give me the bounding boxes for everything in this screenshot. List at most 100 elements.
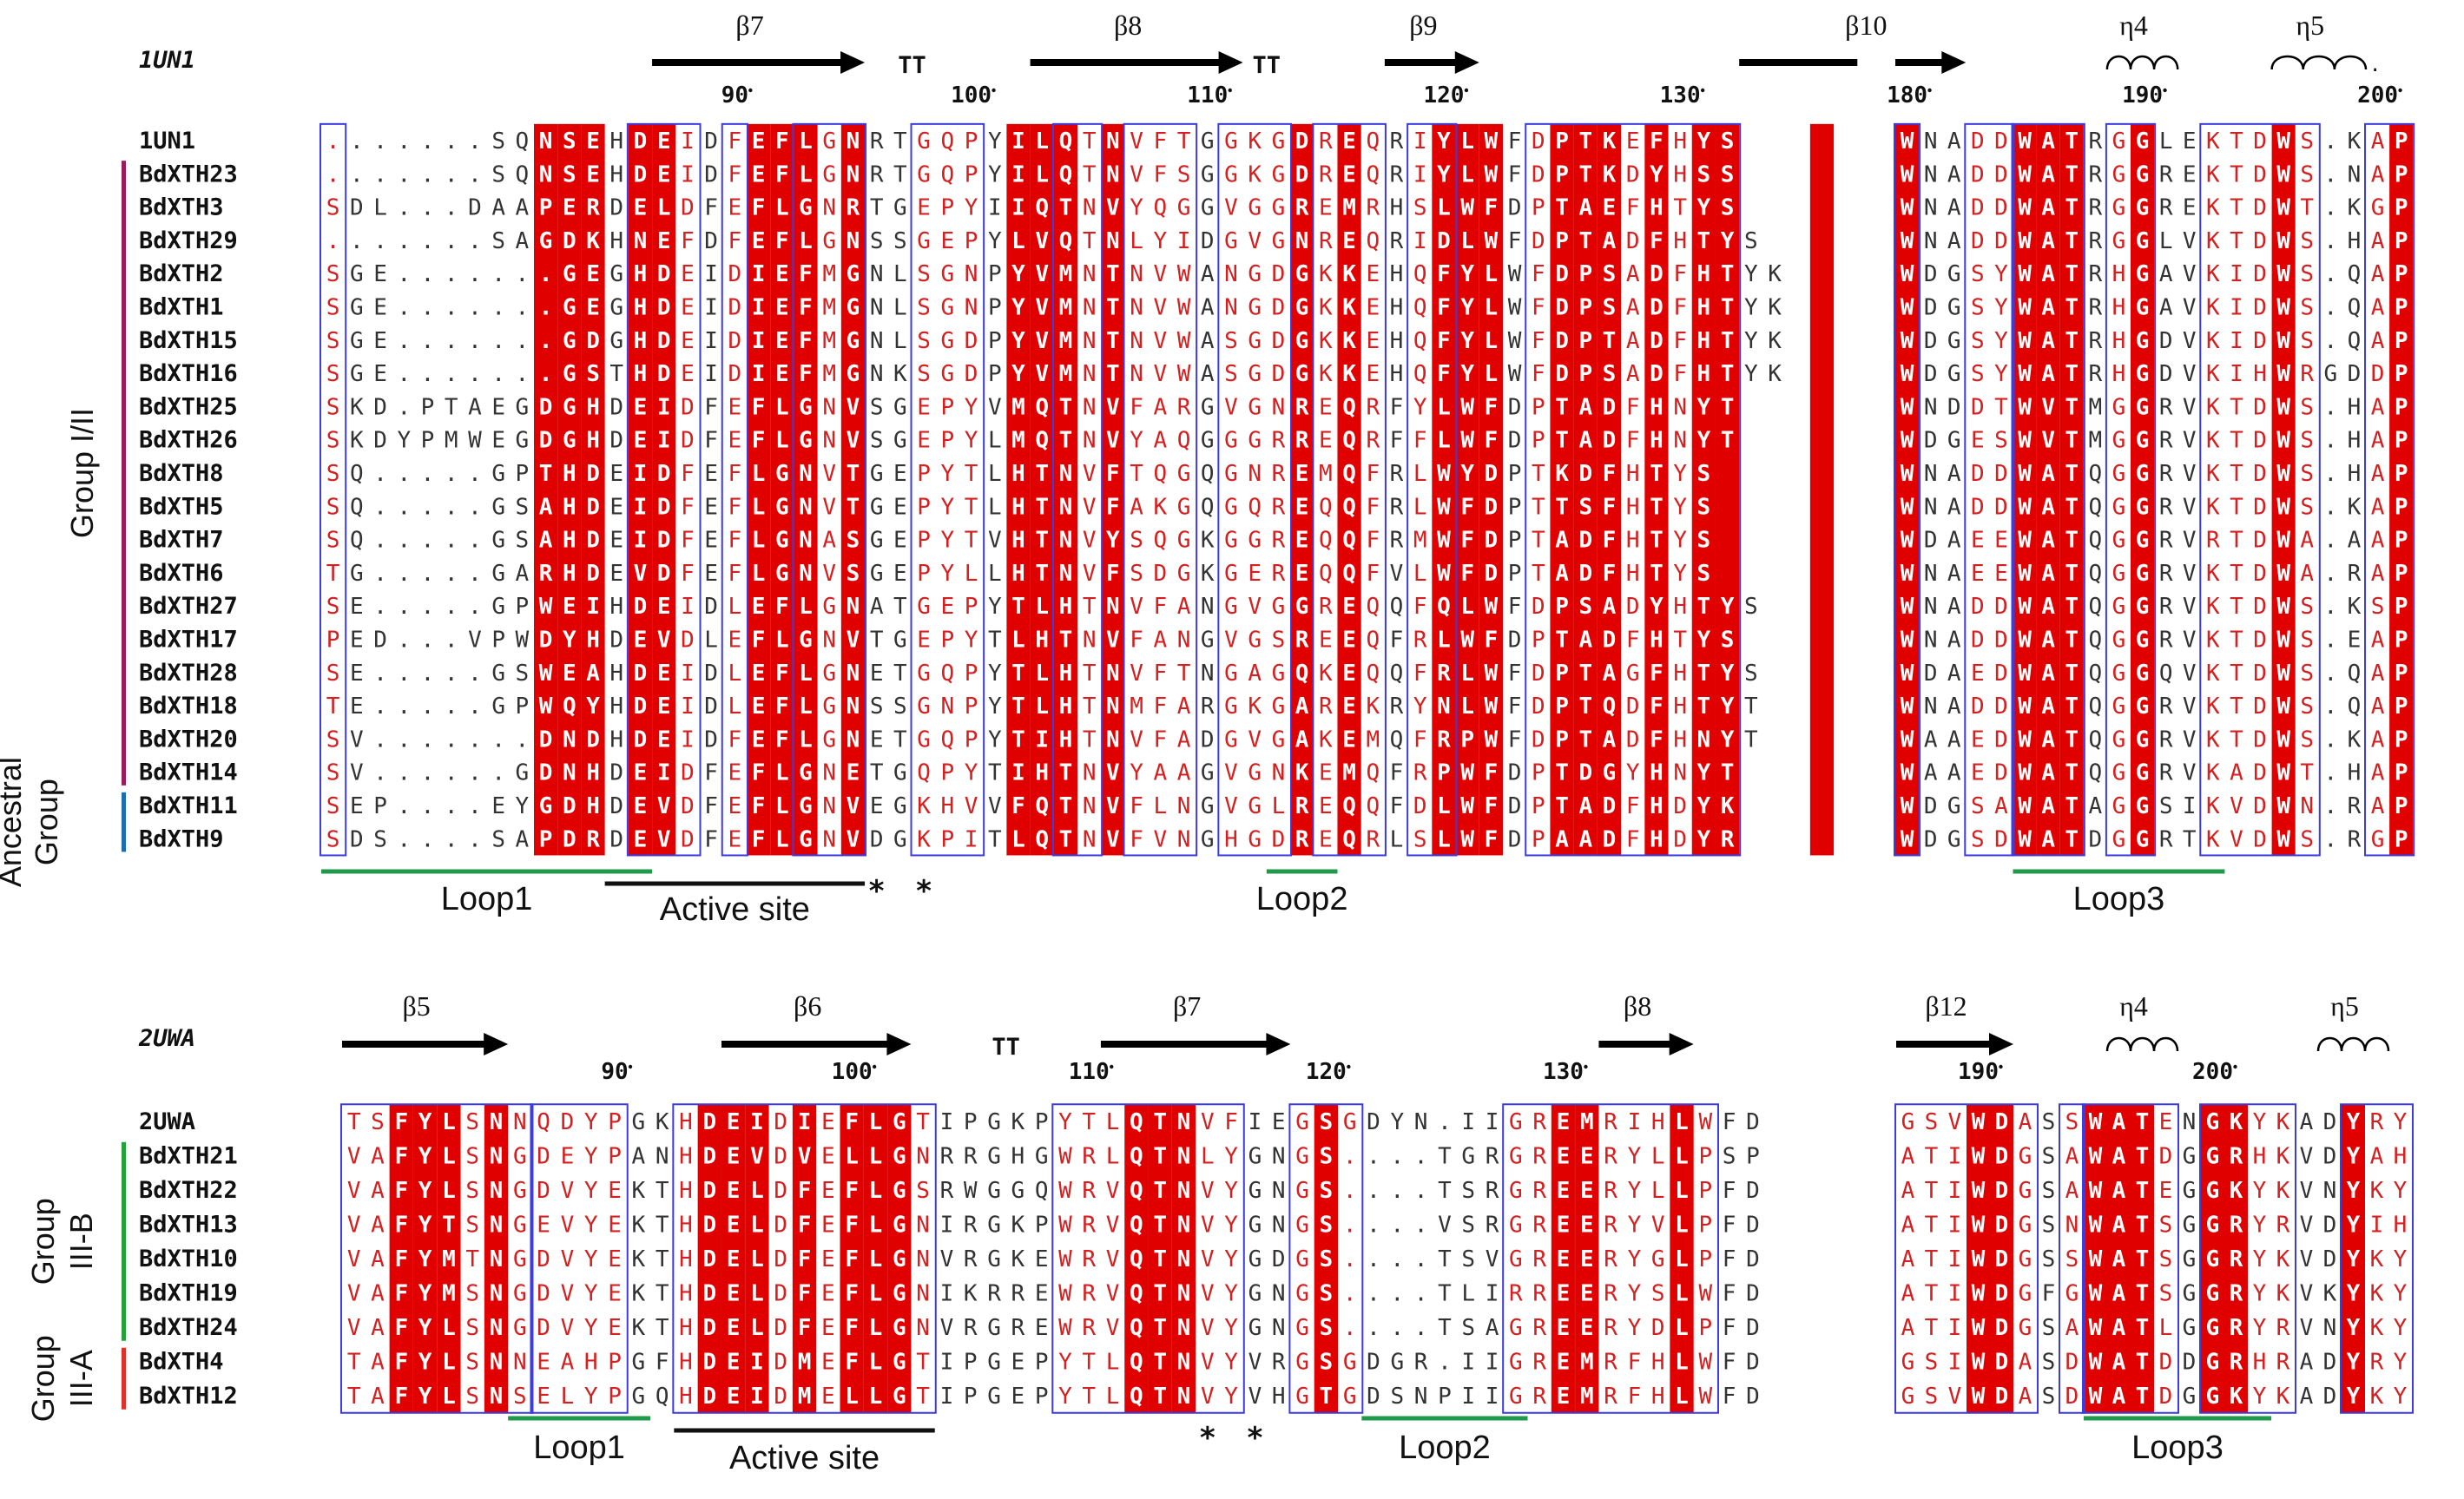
ruler-number: 190 bbox=[1958, 1059, 1999, 1085]
similarity-box bbox=[2364, 122, 2415, 857]
similarity-box bbox=[1051, 122, 1104, 857]
identity-column bbox=[1550, 123, 1574, 856]
identity-column bbox=[1124, 1104, 1149, 1413]
identity-column bbox=[1290, 123, 1314, 856]
group-label-text: III-B bbox=[63, 1213, 99, 1270]
strand-arrowhead bbox=[1941, 51, 1967, 74]
similarity-box bbox=[626, 122, 702, 857]
identity-column bbox=[794, 123, 818, 856]
ss-label: β5 bbox=[402, 990, 430, 1022]
similarity-box bbox=[2199, 122, 2321, 857]
ss-label: β6 bbox=[794, 990, 821, 1022]
sequence-name: BdXTH22 bbox=[139, 1177, 238, 1204]
similarity-box bbox=[1288, 1103, 1364, 1414]
identity-column bbox=[581, 123, 605, 856]
similarity-box bbox=[1894, 1103, 2039, 1414]
sequence-name: BdXTH27 bbox=[139, 593, 238, 620]
identity-column bbox=[1809, 123, 1835, 856]
ruler-dot bbox=[1464, 88, 1469, 93]
strand-arrowhead bbox=[1266, 1033, 1291, 1055]
ss-label: β7 bbox=[1173, 990, 1201, 1022]
group-label-text: Group bbox=[29, 779, 64, 865]
sequence-name: BdXTH18 bbox=[139, 693, 238, 720]
sequence-name: BdXTH19 bbox=[139, 1280, 238, 1307]
template-title: 2UWA bbox=[138, 1025, 195, 1052]
ruler-number: 110 bbox=[1069, 1059, 1110, 1085]
helix-coil bbox=[2270, 55, 2368, 70]
sequence-name: BdXTH24 bbox=[139, 1314, 238, 1341]
identity-column bbox=[745, 1104, 769, 1413]
ruler-number: 100 bbox=[951, 82, 992, 108]
identity-column bbox=[2201, 1104, 2224, 1413]
identity-column bbox=[628, 123, 653, 856]
similarity-box bbox=[1407, 122, 1458, 857]
identity-column bbox=[1551, 1104, 1576, 1413]
similarity-box bbox=[792, 122, 867, 857]
sequence-name: 2UWA bbox=[139, 1108, 195, 1135]
similarity-box bbox=[721, 122, 748, 857]
identity-column bbox=[863, 1104, 888, 1413]
sequence-name: BdXTH10 bbox=[139, 1246, 238, 1272]
sequence-name: BdXTH14 bbox=[139, 759, 238, 786]
identity-column bbox=[2059, 123, 2084, 856]
identity-column bbox=[1337, 123, 1361, 856]
similarity-box bbox=[1312, 122, 1387, 857]
active-site-label: Active site bbox=[660, 891, 810, 928]
similarity-box bbox=[2199, 1103, 2296, 1414]
ruler-dot bbox=[992, 88, 996, 93]
similarity-box bbox=[2059, 1103, 2085, 1414]
ruler-number: 120 bbox=[1306, 1059, 1347, 1085]
sequence-name: BdXTH13 bbox=[139, 1212, 238, 1239]
ruler-dot bbox=[1110, 1064, 1114, 1069]
active-site-label: Active site bbox=[729, 1440, 880, 1476]
identity-column bbox=[1895, 123, 1920, 856]
identity-column bbox=[1670, 1104, 1694, 1413]
identity-column bbox=[2084, 1104, 2107, 1413]
loop-label: Loop3 bbox=[2073, 881, 2165, 917]
identity-column bbox=[2389, 123, 2414, 856]
identity-column bbox=[1479, 123, 1503, 856]
group-bar bbox=[122, 161, 126, 786]
turn-label: TT bbox=[898, 52, 926, 79]
identity-column bbox=[887, 1104, 912, 1413]
identity-column bbox=[2013, 123, 2037, 856]
identity-column bbox=[2036, 123, 2060, 856]
identity-column bbox=[1030, 123, 1054, 856]
similarity-box bbox=[1217, 122, 1293, 857]
identity-column bbox=[2271, 123, 2296, 856]
ruler-dot bbox=[2233, 1064, 2237, 1069]
group-label-text: Group bbox=[25, 1335, 61, 1422]
sequence-name: BdXTH8 bbox=[139, 460, 224, 487]
sequence-name: BdXTH26 bbox=[139, 427, 238, 454]
catalytic-star: * bbox=[915, 874, 932, 909]
catalytic-star: * bbox=[1246, 1421, 1263, 1456]
ruler-dot bbox=[1584, 1064, 1588, 1069]
group-label: Group I/II bbox=[64, 408, 100, 538]
identity-column bbox=[1101, 123, 1125, 856]
identity-column bbox=[1644, 123, 1669, 856]
strand-arrowhead bbox=[484, 1033, 509, 1055]
